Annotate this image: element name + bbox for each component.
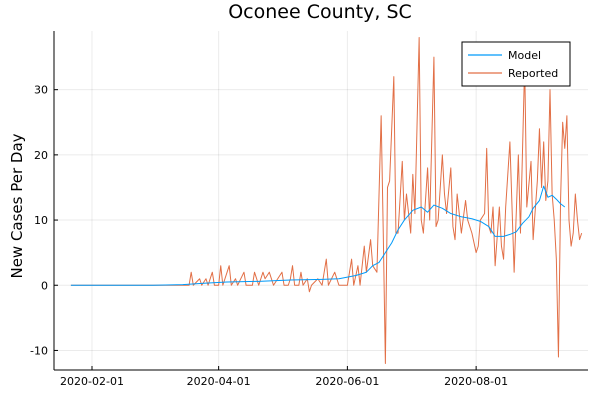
chart-title: Oconee County, SC	[228, 1, 412, 23]
series-line-model	[70, 185, 566, 286]
x-tick-label: 2020-08-01	[444, 375, 508, 388]
grid-lines	[54, 31, 588, 370]
x-tick-label: 2020-04-01	[187, 375, 251, 388]
x-tick-label: 2020-02-01	[60, 375, 124, 388]
series-line-reported	[70, 37, 583, 364]
legend: Model Reported	[461, 41, 571, 87]
tick-labels: 2020-02-01 2020-04-01 2020-06-01 2020-08-01…	[30, 84, 508, 388]
x-tick-label: 2020-06-01	[315, 375, 379, 388]
legend-label-model: Model	[508, 49, 541, 62]
y-tick-label: 10	[34, 214, 48, 227]
plot-area	[70, 37, 583, 364]
y-tick-label: 0	[41, 279, 48, 292]
axes	[53, 31, 588, 371]
y-axis-title: New Cases Per Day	[8, 133, 26, 278]
y-tick-label: -10	[30, 344, 48, 357]
y-tick-label: 30	[34, 84, 48, 97]
legend-box	[461, 41, 571, 87]
legend-label-reported: Reported	[508, 67, 558, 80]
y-tick-label: 20	[34, 149, 48, 162]
